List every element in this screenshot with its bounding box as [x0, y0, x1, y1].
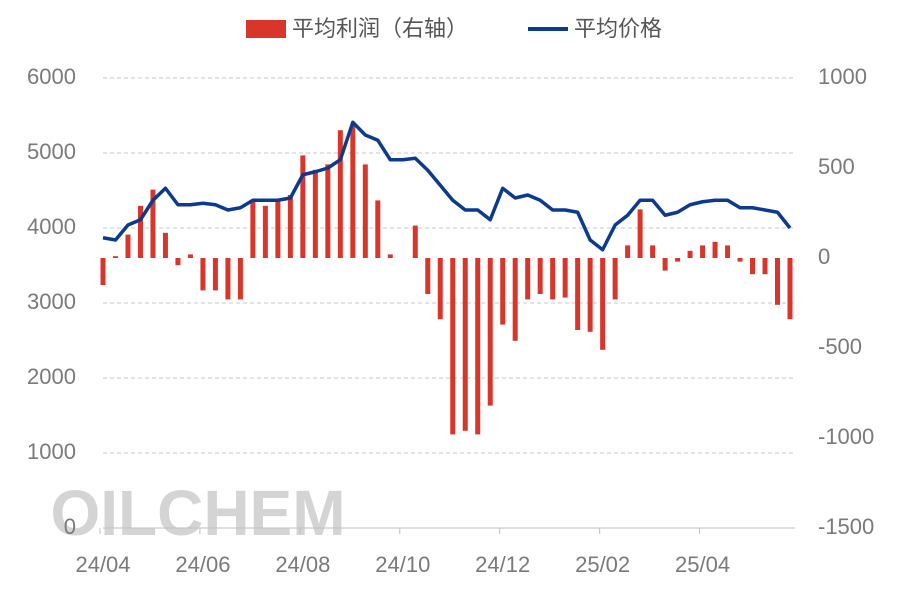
bar [162, 232, 168, 258]
y2-tick-label: 500 [818, 154, 855, 179]
bar [250, 200, 256, 258]
bar [587, 258, 593, 332]
bar [750, 258, 756, 275]
bar [525, 258, 531, 300]
bar [600, 258, 606, 350]
bar [575, 258, 581, 330]
legend-label: 平均利润（右轴） [292, 16, 468, 41]
bar [425, 258, 431, 294]
bar [762, 258, 768, 275]
y-tick-label: 3000 [27, 289, 76, 314]
bar [175, 258, 181, 266]
bar [662, 258, 668, 271]
bar [787, 258, 793, 320]
bar [200, 258, 206, 291]
bar [362, 164, 368, 258]
bar [462, 258, 468, 431]
bar [350, 124, 356, 258]
bar [387, 254, 393, 258]
bar [475, 258, 481, 435]
bar [112, 256, 118, 258]
y-tick-label: 5000 [27, 139, 76, 164]
bar [487, 258, 493, 406]
bar [500, 258, 506, 325]
bar [612, 258, 618, 300]
x-tick-label: 24/12 [475, 552, 530, 577]
y-tick-label: 6000 [27, 64, 76, 89]
bar [712, 241, 718, 258]
bar [450, 258, 456, 435]
bar [637, 209, 643, 258]
bar [337, 130, 343, 258]
y-tick-label: 2000 [27, 364, 76, 389]
bar [737, 258, 743, 262]
bar [275, 200, 281, 258]
bar [187, 254, 193, 258]
bar [625, 245, 631, 258]
bar [325, 164, 331, 258]
bar [312, 169, 318, 258]
y2-tick-label: -500 [818, 334, 862, 359]
y2-tick-label: 1000 [818, 64, 867, 89]
y2-tick-label: -1000 [818, 424, 874, 449]
bar [675, 258, 681, 262]
y-tick-label: 1000 [27, 439, 76, 464]
bar [262, 205, 268, 258]
x-tick-label: 25/02 [575, 552, 630, 577]
x-tick-label: 24/08 [275, 552, 330, 577]
bar [550, 258, 556, 300]
legend-label: 平均价格 [574, 16, 662, 41]
bar [700, 245, 706, 258]
bar [225, 258, 231, 300]
bar [300, 155, 306, 258]
line [102, 120, 792, 252]
y-tick-label: 0 [64, 514, 76, 539]
y2-tick-label: -1500 [818, 514, 874, 539]
bar [287, 195, 293, 258]
bar [100, 258, 106, 285]
bar [537, 258, 543, 294]
x-tick-label: 24/04 [75, 552, 130, 577]
x-tick-label: 24/06 [175, 552, 230, 577]
bar [412, 225, 418, 258]
bar [775, 258, 781, 305]
bar [375, 200, 381, 258]
bar [512, 258, 518, 341]
x-tick-label: 25/04 [675, 552, 730, 577]
y-tick-label: 4000 [27, 214, 76, 239]
bar [725, 245, 731, 258]
bar [150, 189, 156, 258]
bar [137, 205, 143, 258]
bar [650, 245, 656, 258]
bar [125, 234, 131, 258]
bar [237, 258, 243, 300]
bar [687, 250, 693, 258]
watermark: OILCHEM [50, 477, 345, 549]
bar [562, 258, 568, 298]
bar [212, 258, 218, 291]
legend-swatch [246, 20, 286, 38]
bar [437, 258, 443, 320]
x-tick-label: 24/10 [375, 552, 430, 577]
y2-tick-label: 0 [818, 244, 830, 269]
